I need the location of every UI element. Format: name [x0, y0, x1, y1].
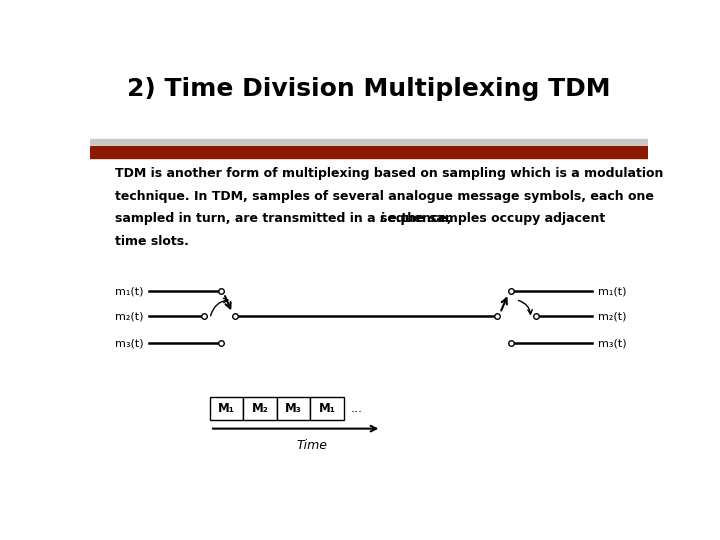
Text: m₂(t): m₂(t) — [598, 312, 626, 321]
Text: m₂(t): m₂(t) — [115, 312, 143, 321]
Text: TDM is another form of multiplexing based on sampling which is a modulation: TDM is another form of multiplexing base… — [115, 167, 664, 180]
Text: sampled in turn, are transmitted in a sequence,: sampled in turn, are transmitted in a se… — [115, 212, 456, 225]
Text: 2) Time Division Multiplexing TDM: 2) Time Division Multiplexing TDM — [127, 77, 611, 102]
Bar — [210, 397, 243, 420]
Text: M₁: M₁ — [218, 402, 235, 415]
Text: m₁(t): m₁(t) — [598, 286, 626, 296]
Bar — [90, 146, 648, 158]
Text: M₁: M₁ — [319, 402, 336, 415]
Bar — [90, 139, 648, 144]
Text: the samples occupy adjacent: the samples occupy adjacent — [397, 212, 605, 225]
Text: m₃(t): m₃(t) — [598, 339, 626, 348]
Text: M₂: M₂ — [252, 402, 269, 415]
Bar — [310, 397, 344, 420]
Text: m₁(t): m₁(t) — [115, 286, 143, 296]
Text: Time: Time — [297, 439, 328, 452]
Bar — [277, 397, 310, 420]
Text: ...: ... — [351, 402, 363, 415]
Bar — [243, 397, 277, 420]
Text: M₃: M₃ — [285, 402, 302, 415]
Text: i.e.: i.e. — [379, 212, 402, 225]
Text: m₃(t): m₃(t) — [115, 339, 144, 348]
Text: technique. In TDM, samples of several analogue message symbols, each one: technique. In TDM, samples of several an… — [115, 190, 654, 202]
Text: time slots.: time slots. — [115, 235, 189, 248]
